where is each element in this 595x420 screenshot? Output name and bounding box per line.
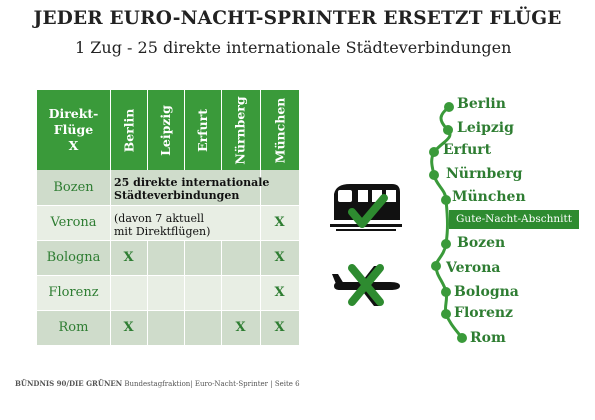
corner-line-3: X bbox=[68, 138, 79, 153]
table-row-florenz bbox=[37, 275, 299, 310]
stop-dot-muenchen bbox=[441, 195, 451, 205]
night-section-badge: Gute-Nacht-Abschnitt bbox=[449, 210, 579, 229]
connections-table: Direkt- Flüge X Berlin Leipzig Erfurt Nü… bbox=[37, 90, 299, 355]
stop-verona: Verona bbox=[446, 260, 501, 276]
row-label-bologna: Bologna bbox=[46, 250, 101, 265]
plane-crossed-icon bbox=[332, 264, 400, 306]
table-corner-header: Direkt- Flüge X bbox=[37, 90, 110, 170]
stop-bologna: Bologna bbox=[454, 284, 519, 300]
row-label-florenz: Florenz bbox=[48, 285, 99, 300]
table-row-bologna bbox=[37, 240, 299, 275]
connections-note: 25 direkte internationale Städteverbindu… bbox=[114, 176, 270, 202]
mark-rom-berlin: X bbox=[123, 320, 134, 335]
stop-dot-bologna bbox=[441, 287, 451, 297]
stop-muenchen: München bbox=[452, 189, 526, 205]
mark-bologna-berlin: X bbox=[123, 250, 134, 265]
stop-dot-leipzig bbox=[443, 125, 453, 135]
stop-dot-verona bbox=[431, 261, 441, 271]
stop-dot-erfurt bbox=[429, 147, 439, 157]
table-row-rom bbox=[37, 310, 299, 345]
row-label-verona: Verona bbox=[50, 215, 97, 230]
footer-text: Bundestagfraktion| Euro-Nacht-Sprinter |… bbox=[122, 380, 300, 388]
corner-line-2: Flüge bbox=[53, 122, 94, 137]
mark-florenz-muenchen: X bbox=[274, 285, 285, 300]
stop-nuernberg: Nürnberg bbox=[446, 166, 523, 182]
stop-dot-nuernberg bbox=[429, 170, 439, 180]
footer-party: BÜNDNIS 90/DIE GRÜNEN bbox=[15, 379, 123, 388]
row-label-rom: Rom bbox=[58, 320, 89, 335]
col-header-erfurt: Erfurt bbox=[184, 90, 221, 170]
train-check-icon bbox=[330, 184, 402, 231]
footer: BÜNDNIS 90/DIE GRÜNEN Bundestagfraktion|… bbox=[15, 379, 300, 388]
mark-verona-muenchen: X bbox=[274, 215, 285, 230]
current-flights-note: (davon 7 aktuell mit Direktflügen) bbox=[114, 212, 211, 238]
row-label-bozen: Bozen bbox=[53, 180, 94, 195]
table-row-bozen bbox=[37, 170, 299, 205]
stop-erfurt: Erfurt bbox=[443, 142, 492, 158]
page-subtitle: 1 Zug - 25 direkte internationale Städte… bbox=[75, 38, 512, 57]
stop-dot-berlin bbox=[444, 102, 454, 112]
corner-line-1: Direkt- bbox=[48, 106, 99, 121]
stop-bozen: Bozen bbox=[457, 235, 506, 251]
stop-dot-florenz bbox=[441, 309, 451, 319]
table-row-verona bbox=[37, 205, 299, 240]
col-header-muenchen: München bbox=[260, 90, 299, 170]
stop-leipzig: Leipzig bbox=[457, 120, 514, 136]
col-header-nuernberg: Nürnberg bbox=[221, 90, 260, 170]
stop-rom: Rom bbox=[470, 330, 506, 346]
mark-bologna-muenchen: X bbox=[274, 250, 285, 265]
stop-berlin: Berlin bbox=[457, 96, 506, 112]
stop-florenz: Florenz bbox=[454, 305, 514, 321]
route-line bbox=[430, 105, 464, 339]
col-header-leipzig: Leipzig bbox=[147, 90, 184, 170]
stop-dot-rom bbox=[457, 333, 467, 343]
mark-rom-muenchen: X bbox=[274, 320, 285, 335]
col-header-berlin: Berlin bbox=[110, 90, 147, 170]
stop-dot-bozen bbox=[441, 239, 451, 249]
page-title: JEDER EURO-NACHT-SPRINTER ERSETZT FLÜGE bbox=[33, 8, 562, 29]
mark-rom-nuernberg: X bbox=[235, 320, 246, 335]
